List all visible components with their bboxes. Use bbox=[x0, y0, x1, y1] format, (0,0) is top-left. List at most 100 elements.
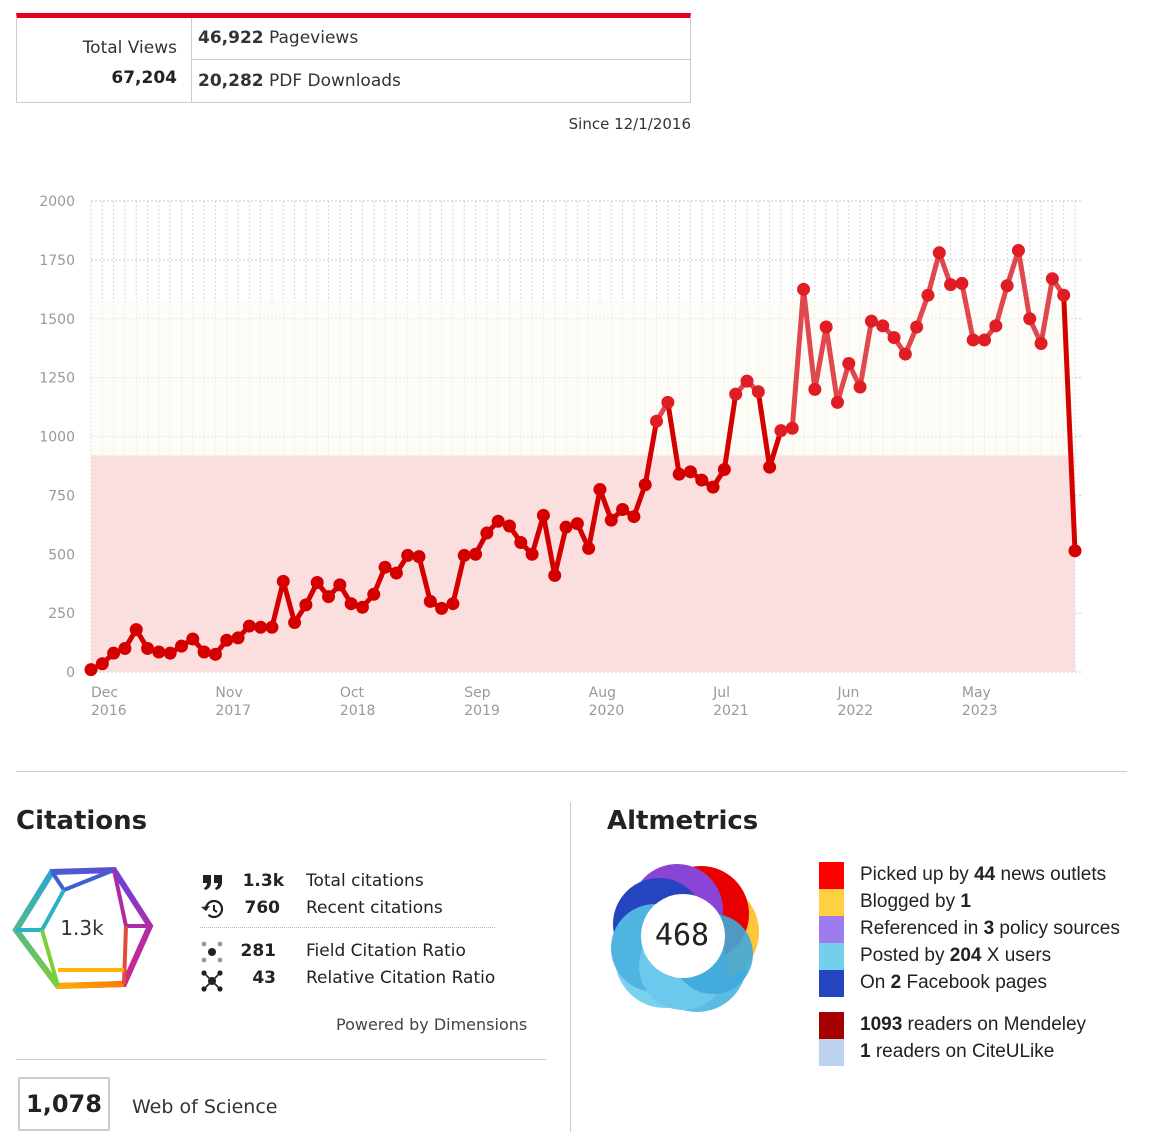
upper-band bbox=[91, 299, 1075, 456]
data-point bbox=[1068, 544, 1082, 558]
data-point bbox=[650, 414, 664, 428]
data-point bbox=[683, 465, 697, 479]
series-line-segment bbox=[586, 486, 603, 551]
series-line-segment bbox=[1015, 247, 1033, 322]
citation-row-total[interactable]: 1.3k Total citations bbox=[198, 869, 518, 893]
total-views-label: Total Views bbox=[82, 38, 177, 58]
data-point bbox=[955, 276, 969, 290]
data-point bbox=[898, 347, 912, 361]
powered-by-dimensions[interactable]: Powered by Dimensions bbox=[336, 1015, 528, 1034]
pageviews-row: 46,922 Pageviews bbox=[192, 18, 690, 60]
data-point bbox=[129, 623, 143, 637]
pageviews-label: Pageviews bbox=[269, 28, 359, 48]
data-point bbox=[310, 576, 324, 590]
source-count: 1 bbox=[960, 891, 971, 912]
data-point bbox=[288, 616, 302, 630]
series-line-segment bbox=[552, 524, 569, 578]
source-text: Blogged by 1 bbox=[860, 891, 971, 913]
y-tick-label: 250 bbox=[48, 606, 75, 622]
data-point bbox=[469, 547, 483, 561]
data-point bbox=[751, 385, 765, 399]
y-tick-label: 1500 bbox=[39, 312, 75, 328]
x-tick-month: May bbox=[962, 685, 991, 701]
data-point bbox=[265, 620, 279, 634]
data-point bbox=[344, 597, 358, 611]
source-text-suffix: readers on Mendeley bbox=[902, 1014, 1087, 1035]
x-tick-year: 2018 bbox=[340, 703, 376, 719]
data-point bbox=[842, 356, 856, 370]
source-count: 3 bbox=[983, 918, 995, 939]
history-icon bbox=[201, 899, 224, 919]
data-point bbox=[661, 395, 675, 409]
data-point bbox=[84, 663, 98, 677]
series-line-segment bbox=[529, 512, 546, 557]
x-tick-month: Aug bbox=[589, 685, 616, 701]
data-point bbox=[695, 473, 709, 487]
data-point bbox=[627, 510, 641, 524]
dimensions-badge-value: 1.3k bbox=[60, 916, 104, 940]
data-point bbox=[729, 387, 743, 401]
data-point bbox=[480, 526, 494, 540]
series-line-segment bbox=[665, 399, 682, 477]
data-point bbox=[672, 467, 686, 481]
source-count: 44 bbox=[974, 864, 996, 885]
field-citation-ratio-label: Field Citation Ratio bbox=[306, 941, 466, 961]
series-line-segment bbox=[269, 578, 286, 630]
citation-row-fcr[interactable]: 281 Field Citation Ratio bbox=[198, 939, 518, 963]
altmetric-donut[interactable] bbox=[604, 858, 762, 1014]
data-point bbox=[548, 568, 562, 582]
x-tick-year: 2023 bbox=[962, 703, 998, 719]
source-text: Picked up by 44 news outlets bbox=[860, 864, 1106, 886]
views-summary: Total Views 67,204 46,922 Pageviews 20,2… bbox=[16, 13, 691, 103]
data-point bbox=[978, 333, 992, 347]
recent-citations-value: 760 bbox=[244, 898, 281, 918]
y-tick-label: 1000 bbox=[39, 430, 75, 446]
relative-ratio-icon bbox=[201, 970, 223, 992]
source-color-swatch bbox=[819, 1039, 844, 1066]
y-tick-label: 1250 bbox=[39, 371, 75, 387]
y-tick-label: 500 bbox=[48, 547, 75, 563]
series-line-segment bbox=[721, 391, 739, 472]
series-line-segment bbox=[755, 389, 773, 470]
data-point bbox=[921, 288, 935, 302]
data-point bbox=[186, 632, 200, 646]
series-line-segment bbox=[801, 286, 818, 392]
x-tick-month: Oct bbox=[340, 685, 365, 701]
data-point bbox=[525, 547, 539, 561]
since-date: Since 12/1/2016 bbox=[568, 115, 691, 133]
x-tick-year: 2019 bbox=[464, 703, 500, 719]
series-line-segment bbox=[789, 286, 807, 431]
dimensions-badge[interactable] bbox=[12, 866, 154, 990]
data-point bbox=[740, 374, 754, 388]
series-line-segment bbox=[823, 324, 840, 405]
data-point bbox=[876, 319, 890, 333]
data-point bbox=[1023, 312, 1037, 326]
section-divider bbox=[16, 771, 1127, 772]
source-text-prefix: Blogged by bbox=[860, 891, 961, 912]
data-point bbox=[819, 320, 833, 334]
data-point bbox=[593, 482, 607, 496]
data-point bbox=[446, 597, 460, 611]
web-of-science-count[interactable]: 1,078 bbox=[18, 1077, 110, 1131]
source-count: 1093 bbox=[860, 1014, 903, 1035]
series-line-segment bbox=[416, 554, 433, 604]
x-tick-year: 2017 bbox=[215, 703, 251, 719]
data-point bbox=[378, 560, 392, 574]
source-text-prefix: Referenced in bbox=[860, 918, 984, 939]
data-point bbox=[717, 462, 731, 476]
data-point bbox=[989, 319, 1003, 333]
citation-row-rcr[interactable]: 43 Relative Citation Ratio bbox=[198, 966, 518, 992]
total-views-cell: Total Views 67,204 bbox=[17, 18, 192, 103]
data-point bbox=[763, 460, 777, 474]
altmetrics-heading: Altmetrics bbox=[607, 806, 759, 836]
citation-divider bbox=[200, 927, 495, 928]
series-line-segment bbox=[540, 512, 558, 578]
citation-row-recent[interactable]: 760 Recent citations bbox=[198, 896, 518, 920]
source-text-suffix: policy sources bbox=[994, 918, 1120, 939]
data-point bbox=[536, 508, 550, 522]
data-point bbox=[389, 566, 403, 580]
x-tick-month: Jun bbox=[836, 685, 859, 701]
data-point bbox=[163, 646, 177, 660]
source-color-swatch bbox=[819, 970, 844, 997]
x-tick-month: Jul bbox=[712, 685, 730, 701]
